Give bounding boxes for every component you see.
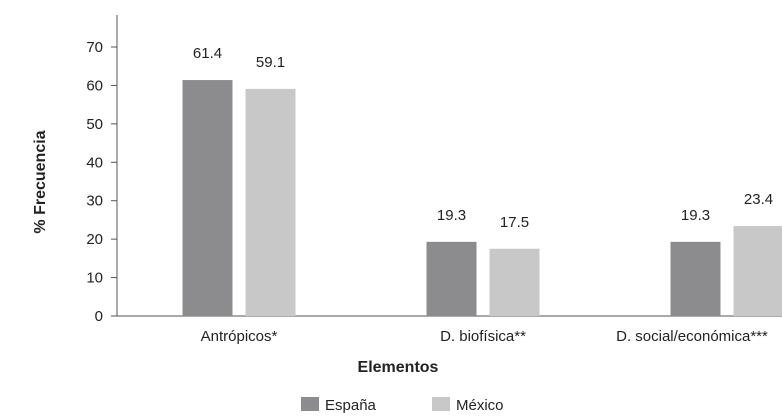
y-tick-label: 70 (86, 39, 103, 56)
data-label: 59.1 (256, 54, 285, 71)
bar-mexico-1 (490, 249, 540, 316)
bar-mexico-2 (734, 226, 782, 316)
x-tick-label: D. biofísica** (440, 328, 526, 345)
data-label: 61.4 (193, 45, 222, 62)
x-axis-tick-labels: Antrópicos* D. biofísica** D. social/econó… (201, 328, 768, 345)
bar-mexico-0 (246, 89, 296, 316)
legend-label: México (456, 397, 504, 413)
y-tick-label: 0 (95, 308, 103, 325)
data-label: 17.5 (500, 214, 529, 231)
y-tick-label: 60 (86, 77, 103, 94)
x-tick-label: D. social/económica*** (616, 328, 768, 345)
y-tick-label: 30 (86, 193, 103, 210)
bar-group: 61.4 59.1 19.3 17.5 19.3 23.4 (183, 45, 782, 316)
y-axis-title: % Frecuencia (32, 130, 49, 233)
x-axis-title: Elementos (358, 359, 439, 376)
data-label: 23.4 (744, 191, 773, 208)
bar-espana-2 (671, 242, 721, 316)
y-tick-label: 40 (86, 154, 103, 171)
y-tick-label: 20 (86, 231, 103, 248)
legend-label: España (325, 397, 377, 413)
y-tick-label: 50 (86, 116, 103, 133)
legend-swatch (301, 397, 319, 411)
bar-espana-1 (427, 242, 477, 316)
legend-swatch (432, 397, 450, 411)
legend: España México (301, 397, 504, 413)
data-label: 19.3 (681, 207, 710, 224)
data-label: 19.3 (437, 207, 466, 224)
y-tick-label: 10 (86, 270, 103, 287)
bar-espana-0 (183, 80, 233, 316)
x-tick-label: Antrópicos* (201, 328, 278, 345)
y-axis-ticks: 0 10 20 30 40 50 60 70 (86, 39, 117, 325)
